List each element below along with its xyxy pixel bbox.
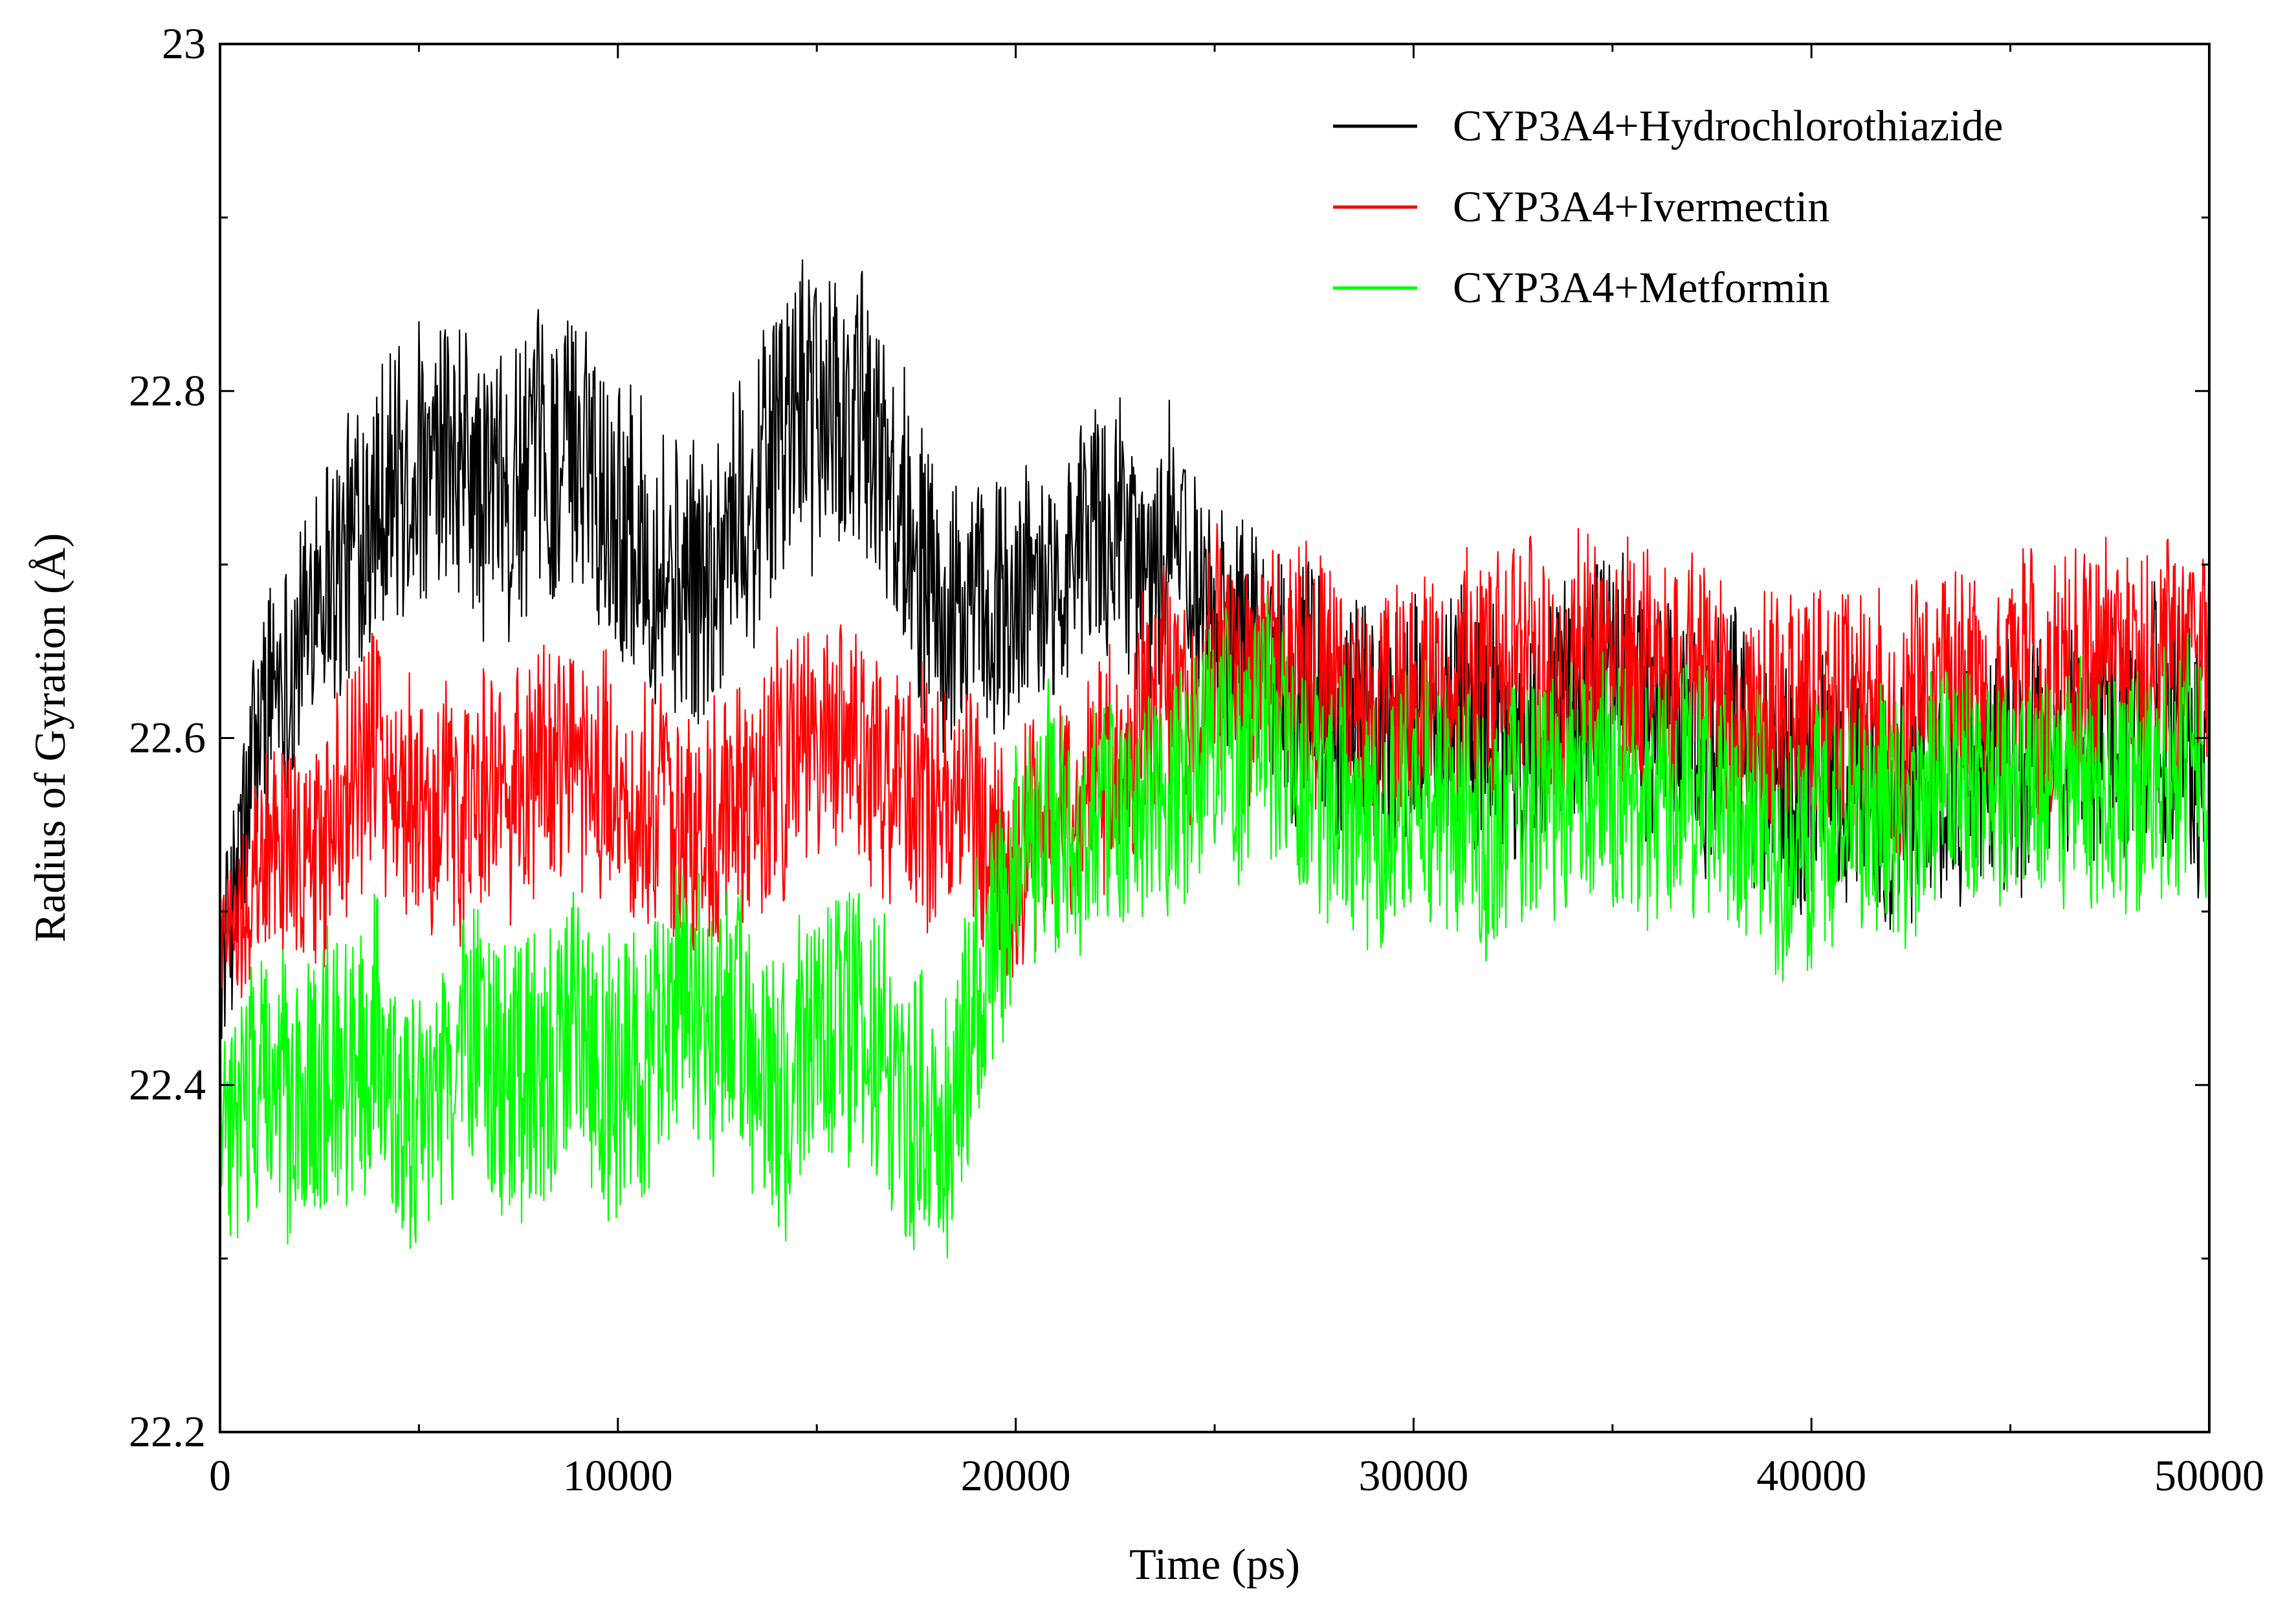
series-layer (220, 259, 2209, 1258)
x-tick-label: 30000 (1358, 1451, 1468, 1500)
y-tick-label: 22.6 (129, 713, 206, 762)
x-tick-label: 10000 (563, 1451, 673, 1500)
y-tick-label: 22.2 (129, 1407, 206, 1456)
legend-label-2: CYP3A4+Ivermectin (1453, 182, 1829, 231)
x-axis-title: Time (ps) (1129, 1539, 1300, 1589)
x-tick-label: 0 (209, 1451, 231, 1500)
x-tick-label: 20000 (961, 1451, 1071, 1500)
legend-label-1: CYP3A4+Hydrochlorothiazide (1453, 101, 2003, 150)
y-tick-label: 22.4 (129, 1060, 206, 1109)
x-tick-label: 50000 (2154, 1451, 2264, 1500)
legend-label-3: CYP3A4+Metformin (1453, 263, 1829, 312)
y-tick-label: 23 (162, 19, 206, 68)
y-axis: 22.2 22.4 22.6 22.8 23 (129, 19, 2209, 1456)
legend: CYP3A4+Hydrochlorothiazide CYP3A4+Ivermec… (1333, 101, 2003, 312)
y-axis-title: Radius of Gyration (Å) (25, 533, 74, 943)
x-axis: 0 10000 20000 30000 40000 50000 (209, 44, 2264, 1500)
series-line-3 (220, 593, 2209, 1258)
y-tick-label: 22.8 (129, 366, 206, 415)
x-tick-label: 40000 (1756, 1451, 1866, 1500)
